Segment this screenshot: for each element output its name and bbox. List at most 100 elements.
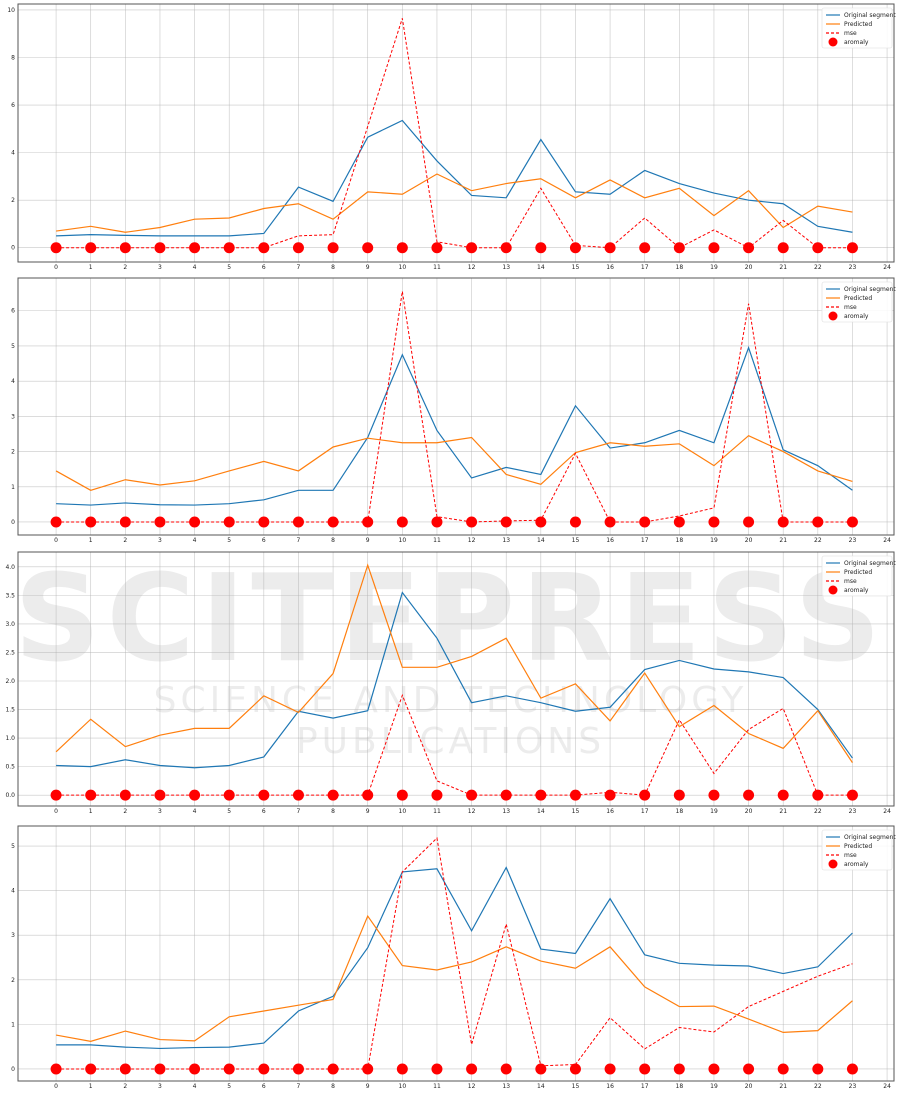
y-tick-label: 8 (11, 55, 15, 62)
y-tick-label: 4.0 (5, 564, 15, 571)
legend-anomaly-swatch (828, 585, 838, 595)
anomaly-marker (604, 516, 616, 528)
anomaly-marker (292, 242, 304, 254)
mse-line (56, 18, 853, 249)
x-tick-label: 14 (537, 264, 545, 271)
x-tick-label: 4 (193, 264, 197, 271)
x-tick-label: 21 (779, 1083, 787, 1090)
x-tick-label: 7 (297, 808, 301, 815)
y-tick-label: 10 (7, 7, 15, 14)
axes-frame (17, 825, 895, 1082)
anomaly-marker (292, 516, 304, 528)
anomaly-marker (846, 242, 858, 254)
anomaly-marker (258, 516, 270, 528)
x-tick-label: 2 (123, 1083, 127, 1090)
y-tick-label: 6 (11, 102, 15, 109)
y-tick-label: 2 (11, 197, 15, 204)
x-tick-label: 17 (641, 537, 649, 544)
axes-frame (17, 551, 895, 807)
anomaly-marker (396, 1063, 408, 1075)
anomaly-marker (154, 789, 166, 801)
y-tick-label: 1.0 (5, 735, 15, 742)
legend-box (821, 829, 893, 871)
x-tick-label: 5 (227, 264, 231, 271)
anomaly-marker (119, 516, 131, 528)
x-tick-label: 21 (779, 537, 787, 544)
legend-label: Original segment (844, 834, 896, 841)
legend-label: aromaly (844, 39, 869, 46)
anomaly-marker (604, 789, 616, 801)
y-tick-label: 5 (11, 343, 15, 350)
anomaly-marker (500, 789, 512, 801)
y-tick-label: 6 (11, 308, 15, 315)
anomaly-marker (466, 789, 478, 801)
x-tick-label: 12 (468, 1083, 476, 1090)
y-tick-label: 0 (11, 519, 15, 526)
x-tick-label: 22 (814, 808, 822, 815)
anomaly-marker (743, 1063, 755, 1075)
x-tick-label: 1 (89, 264, 93, 271)
anomaly-marker (708, 789, 720, 801)
x-tick-label: 11 (433, 1083, 441, 1090)
x-tick-label: 18 (676, 264, 684, 271)
anomaly-marker (466, 516, 478, 528)
x-tick-label: 19 (710, 808, 718, 815)
x-tick-label: 9 (366, 264, 370, 271)
anomaly-marker (604, 242, 616, 254)
anomaly-marker (535, 516, 547, 528)
anomaly-marker (569, 1063, 581, 1075)
legend-label: mse (844, 578, 857, 585)
anomaly-marker (258, 1063, 270, 1075)
x-tick-label: 16 (606, 808, 614, 815)
subplot-2: 0 1 2 3 4 5 6 7 8 9 10 11 12 13 14 15 16 17 18 19 20 21 22 23 24… (11, 277, 896, 544)
subplot-3: 0 1 2 3 4 5 6 7 8 9 10 11 12 13 14 15 16 17 18 19 20 21 22 23 24… (5, 551, 896, 815)
x-tick-label: 3 (158, 808, 162, 815)
anomaly-marker (708, 242, 720, 254)
original-segment-line (56, 345, 853, 506)
y-tick-label: 3.5 (5, 592, 15, 599)
x-tick-label: 11 (433, 537, 441, 544)
x-tick-label: 12 (468, 264, 476, 271)
y-tick-label: 0 (11, 245, 15, 252)
legend: Original segment Predicted mse aromaly (821, 829, 896, 871)
legend: Original segment Predicted mse aromaly (821, 555, 896, 597)
anomaly-marker (535, 242, 547, 254)
predicted-line (55, 435, 853, 491)
anomaly-marker (362, 789, 374, 801)
anomaly-marker (500, 242, 512, 254)
anomaly-marker (327, 516, 339, 528)
x-tick-label: 20 (745, 537, 753, 544)
anomaly-marker (777, 789, 789, 801)
x-tick-label: 1 (89, 537, 93, 544)
y-tick-label: 3.0 (5, 621, 15, 628)
anomaly-marker (189, 1063, 201, 1075)
x-tick-label: 7 (297, 1083, 301, 1090)
x-tick-label: 3 (158, 1083, 162, 1090)
x-tick-label: 8 (331, 1083, 335, 1090)
legend-label: Predicted (844, 21, 872, 28)
x-tick-label: 23 (849, 537, 857, 544)
anomaly-marker (258, 789, 270, 801)
anomaly-marker (396, 242, 408, 254)
x-tick-label: 23 (849, 1083, 857, 1090)
anomaly-marker (189, 516, 201, 528)
y-tick-label: 4 (11, 888, 15, 895)
x-tick-label: 2 (123, 264, 127, 271)
anomaly-marker (812, 516, 824, 528)
x-tick-label: 8 (331, 264, 335, 271)
mse-line (56, 837, 853, 1070)
legend-label: aromaly (844, 587, 869, 594)
x-tick-label: 19 (710, 1083, 718, 1090)
y-tick-label: 2.5 (5, 649, 15, 656)
x-tick-label: 13 (502, 808, 510, 815)
x-tick-label: 9 (366, 808, 370, 815)
anomaly-marker (743, 516, 755, 528)
x-tick-label: 0 (54, 1083, 58, 1090)
y-tick-label: 1.5 (5, 707, 15, 714)
x-tick-label: 9 (366, 1083, 370, 1090)
x-tick-label: 5 (227, 537, 231, 544)
anomaly-marker (466, 1063, 478, 1075)
anomaly-marker (569, 516, 581, 528)
predicted-line (55, 563, 853, 763)
